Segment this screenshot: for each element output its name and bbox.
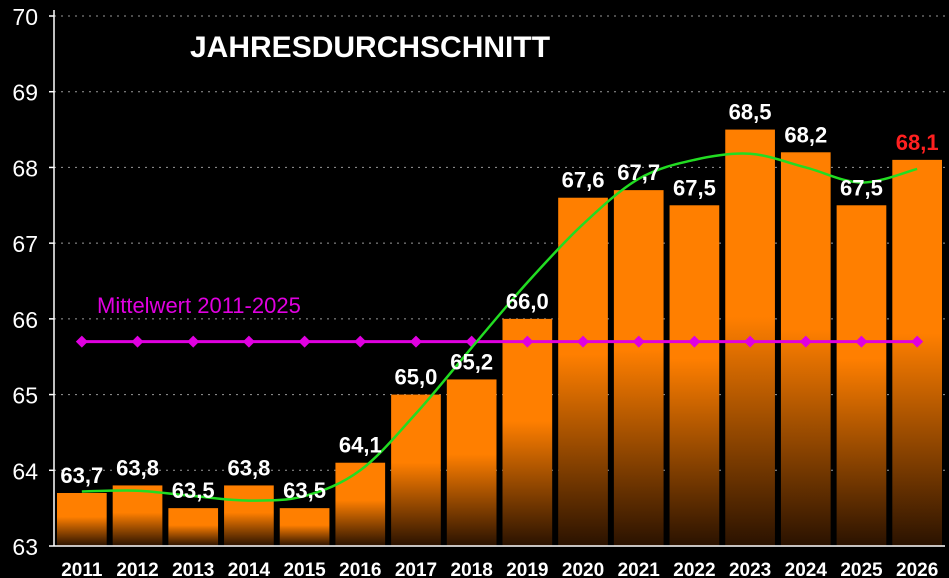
bar-2011 — [57, 493, 107, 546]
x-tick-label-2013: 2013 — [172, 560, 214, 578]
value-label-2017: 65,0 — [395, 365, 438, 390]
axes — [49, 10, 945, 547]
mean-marker-2014 — [242, 335, 255, 348]
x-tick-label-2016: 2016 — [339, 560, 381, 578]
x-tick-label-2026: 2026 — [896, 560, 938, 578]
x-tick-label-2022: 2022 — [673, 560, 715, 578]
mean-marker-2016 — [354, 335, 367, 348]
value-label-2022: 67,5 — [673, 175, 716, 200]
x-tick-labels: 2011 2012 2013 2014 2015 2016 2017 2018 2019 2020… — [61, 560, 938, 578]
mean-marker-2022 — [688, 335, 701, 348]
mean-marker-2021 — [632, 335, 645, 348]
y-tick-label-63: 63 — [12, 534, 38, 560]
bar-2026 — [892, 159, 942, 546]
bar-2019 — [502, 318, 553, 546]
trend-line — [81, 152, 918, 502]
value-labels: 63,7 63,8 63,5 63,8 63,5 64,1 65,0 65,2 66,0 67,6… — [60, 100, 938, 504]
mean-marker-2026 — [911, 335, 924, 348]
bar-2022 — [669, 205, 720, 547]
bar-2025 — [836, 205, 887, 547]
x-tick-label-2018: 2018 — [451, 560, 493, 578]
value-label-2015: 63,5 — [283, 478, 326, 503]
bar-2024 — [780, 152, 831, 547]
y-tick-label-68: 68 — [12, 155, 38, 181]
bar-2020 — [558, 197, 608, 546]
x-tick-label-2012: 2012 — [116, 560, 158, 578]
x-tick-label-2024: 2024 — [785, 560, 828, 578]
value-label-2011: 63,7 — [60, 463, 103, 488]
mean-marker-2025 — [855, 335, 868, 348]
bar-2021 — [613, 190, 664, 546]
bar-2015 — [279, 508, 330, 546]
bars — [57, 129, 942, 547]
y-tick-label-70: 70 — [12, 4, 38, 30]
value-label-2013: 63,5 — [172, 478, 215, 503]
bar-2013 — [168, 508, 219, 546]
mean-marker-2011 — [75, 335, 88, 348]
x-tick-label-2015: 2015 — [283, 560, 326, 578]
value-label-2016: 64,1 — [339, 433, 382, 458]
mean-line-label: Mittelwert 2011-2025 — [97, 293, 301, 318]
bar-2012 — [112, 485, 163, 546]
bar-2017 — [391, 394, 441, 546]
y-tick-label-64: 64 — [12, 458, 38, 484]
mean-marker-2023 — [744, 335, 757, 348]
x-tick-label-2019: 2019 — [506, 560, 548, 578]
value-label-2018: 65,2 — [450, 349, 493, 374]
x-tick-label-2023: 2023 — [729, 560, 771, 578]
bar-2018 — [446, 379, 497, 546]
value-label-2020: 67,6 — [562, 168, 605, 193]
mean-marker-2012 — [131, 335, 144, 348]
value-label-2026: 68,1 — [896, 130, 939, 155]
mean-marker-2019 — [521, 335, 534, 348]
value-label-2019: 66,0 — [506, 289, 549, 314]
x-tick-label-2014: 2014 — [228, 560, 271, 578]
x-tick-label-2021: 2021 — [618, 560, 661, 578]
y-tick-label-65: 65 — [12, 383, 38, 409]
y-tick-label-69: 69 — [12, 80, 38, 106]
y-tick-label-67: 67 — [12, 231, 38, 257]
x-tick-label-2011: 2011 — [61, 560, 103, 578]
value-label-2012: 63,8 — [116, 455, 159, 480]
value-label-2021: 67,7 — [617, 160, 660, 185]
mean-marker-2013 — [187, 335, 200, 348]
mean-marker-2017 — [409, 335, 422, 348]
bar-2016 — [335, 462, 386, 546]
value-label-2025: 67,5 — [840, 175, 883, 200]
bar-2014 — [224, 485, 274, 546]
x-tick-label-2025: 2025 — [840, 560, 883, 578]
mean-marker-2020 — [577, 335, 590, 348]
value-label-2024: 68,2 — [784, 122, 827, 147]
y-tick-labels: 63 64 65 66 67 68 69 70 — [12, 4, 38, 560]
mean-series — [75, 335, 924, 348]
y-tick-label-66: 66 — [12, 307, 38, 333]
x-tick-label-2017: 2017 — [395, 560, 437, 578]
x-tick-label-2020: 2020 — [562, 560, 604, 578]
mean-marker-2024 — [799, 335, 812, 348]
mean-marker-2015 — [298, 335, 311, 348]
value-label-2014: 63,8 — [227, 455, 270, 480]
value-label-2023: 68,5 — [729, 100, 772, 125]
chart-title: JAHRESDURCHSCHNITT — [190, 31, 550, 64]
